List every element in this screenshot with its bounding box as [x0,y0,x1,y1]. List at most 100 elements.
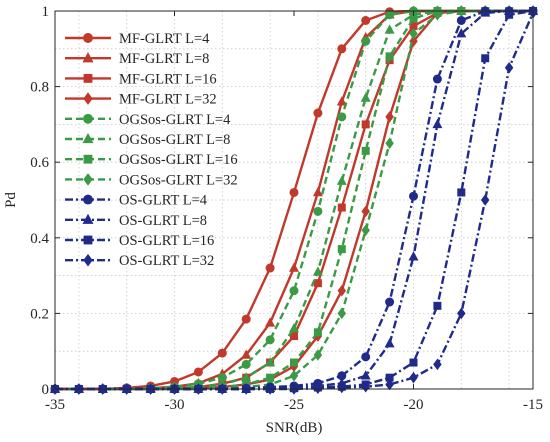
data-point [360,370,371,380]
data-point [337,44,347,54]
data-point [361,36,371,46]
data-point [336,96,347,106]
data-point [241,349,252,359]
data-point [290,332,298,341]
data-point [409,191,418,201]
data-point [504,61,514,74]
data-point [217,348,227,358]
legend-label: OGSos-GLRT L=8 [119,132,230,148]
data-point [312,186,323,197]
y-tick-label: 1 [42,4,50,20]
data-point [385,52,394,61]
data-point [432,74,442,84]
data-point [361,380,370,393]
data-point [241,372,252,382]
legend-entry: OS-GLRT L=8 [65,213,207,229]
legend-label: OS-GLRT L=4 [119,193,208,209]
data-point [312,266,323,276]
data-point [313,206,323,216]
data-point [337,245,346,254]
legend-marker [83,194,93,205]
legend-label: OS-GLRT L=16 [119,233,214,249]
data-point [385,373,394,382]
data-point [384,24,395,34]
legend-marker [82,213,94,224]
data-point [480,7,491,17]
legend-label: OGSos-GLRT L=32 [119,172,238,188]
x-tick-label: -35 [45,397,65,413]
data-point [481,54,490,63]
legend-label: MF-GLRT L=16 [119,71,217,87]
legend-marker [82,52,94,63]
x-axis-label: SNR(dB) [266,420,323,436]
x-tick-label: -20 [404,397,424,413]
data-point [433,358,442,371]
data-point [265,335,275,345]
y-tick-label: 0.4 [30,231,49,247]
y-axis-label: Pd [3,192,19,208]
data-point [409,22,418,31]
data-point [313,108,323,118]
data-point [289,323,299,333]
data-point [290,358,298,367]
data-point [361,120,370,129]
legend-entry: OGSos-GLRT L=32 [65,172,238,188]
legend-entry: OGSos-GLRT L=8 [65,132,230,148]
data-point [385,10,395,20]
legend-entry: MF-GLRT L=16 [65,71,217,87]
data-point [456,28,467,38]
data-point [385,137,394,150]
legend-entry: OS-GLRT L=32 [65,253,214,269]
data-point [361,224,370,236]
legend-label: OGSos-GLRT L=4 [119,112,231,128]
data-point [457,188,466,197]
data-point [193,367,203,377]
data-point [313,328,322,337]
data-point [361,146,370,155]
legend-entry: OS-GLRT L=16 [65,233,214,249]
data-point [313,279,322,288]
legend-entry: MF-GLRT L=32 [65,92,217,108]
legend-marker [83,33,93,43]
legend-entry: MF-GLRT L=4 [65,31,210,47]
legend-label: MF-GLRT L=32 [119,92,217,108]
x-tick-label: -30 [165,397,185,413]
data-point [289,286,299,296]
data-point [337,381,347,394]
y-tick-label: 0 [42,382,50,398]
data-point [313,349,323,361]
data-point [384,338,395,348]
legend-label: OS-GLRT L=8 [119,213,207,229]
data-point [408,251,419,261]
data-point [289,370,299,382]
x-tick-label: -25 [284,397,304,413]
series-line [55,9,534,391]
y-tick-label: 0.2 [30,306,49,322]
data-point [265,263,275,273]
data-point [360,92,371,102]
data-point [505,10,514,19]
data-point [409,27,418,40]
data-point [409,14,418,23]
legend-entry: OGSos-GLRT L=16 [65,152,238,168]
legend-marker [83,253,93,267]
data-point [265,317,276,327]
data-point [337,203,346,212]
legend-entry: MF-GLRT L=8 [65,51,209,67]
legend-marker [83,235,93,245]
data-point [385,378,394,391]
data-point [385,111,394,123]
data-point [289,262,299,272]
data-point [361,15,371,25]
data-point [217,373,227,383]
legend-entry: OGSos-GLRT L=4 [65,112,231,128]
data-point [266,373,275,382]
data-point [409,358,418,367]
legend-marker [83,173,93,186]
data-point [457,307,466,320]
data-point [456,15,466,25]
data-point [385,297,395,307]
legend-label: MF-GLRT L=4 [119,31,210,47]
data-point [337,307,347,320]
